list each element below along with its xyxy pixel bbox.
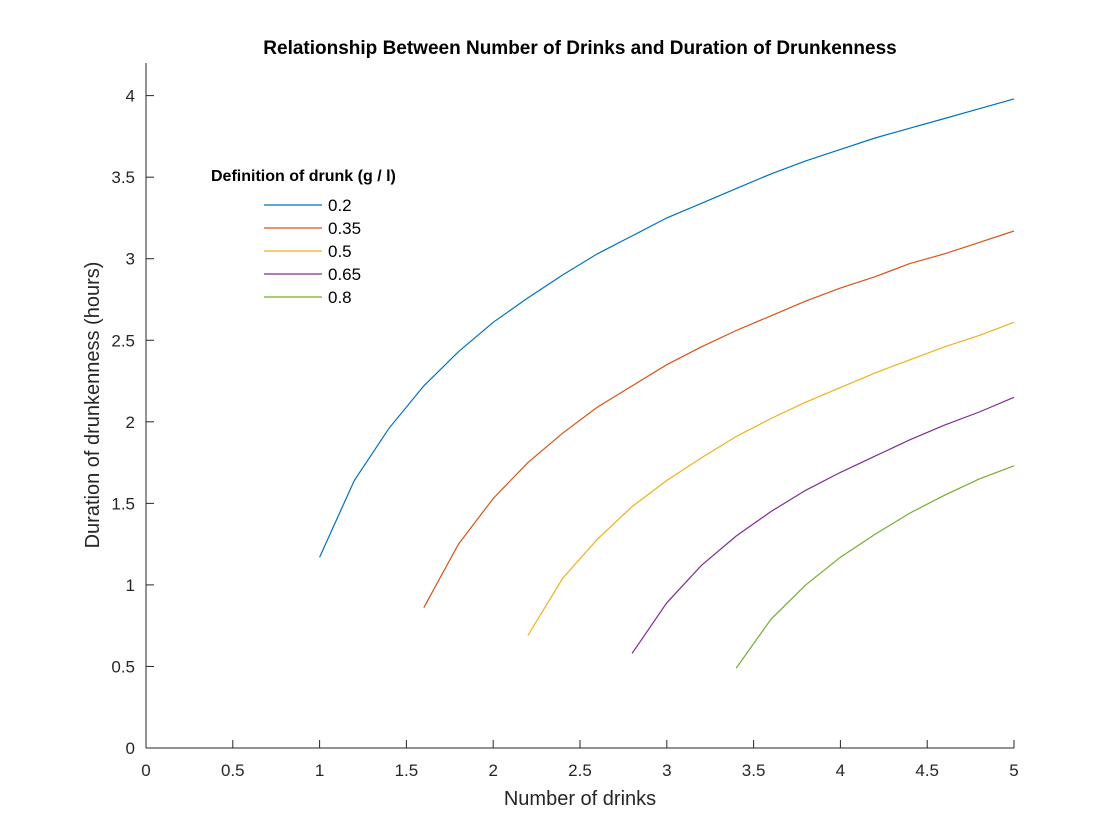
plot-area: 0 0.5 1 1.5 2 2.5 3 3.5 4 4.5 5 0 0.5 1 1.5 2 2.5 3 3.5 4	[111, 63, 1019, 780]
legend: Definition of drunk (g / l) 0.20.350.50.…	[211, 168, 396, 307]
x-tick-label: 3	[662, 761, 671, 780]
legend-label: 0.2	[328, 196, 352, 215]
y-axis-ticks: 0 0.5 1 1.5 2 2.5 3 3.5 4	[111, 87, 154, 758]
x-tick-label: 4.5	[915, 761, 939, 780]
legend-label: 0.5	[328, 242, 352, 261]
series-lines	[319, 98, 1015, 669]
series-line-0-2	[319, 98, 1015, 558]
legend-items: 0.2 0.35 0.5 0.65 0.8	[264, 196, 361, 307]
x-tick-label: 2.5	[568, 761, 592, 780]
series-line-0-5	[527, 321, 1015, 636]
y-tick-label: 0.5	[111, 657, 135, 676]
x-tick-label: 0	[141, 761, 150, 780]
x-tick-label: 1	[315, 761, 324, 780]
x-tick-label: 2	[488, 761, 497, 780]
y-tick-label: 1.5	[111, 494, 135, 513]
y-tick-label: 3.5	[111, 168, 135, 187]
x-tick-label: 4	[836, 761, 845, 780]
y-tick-label: 2.5	[111, 331, 135, 350]
legend-item: 0.2	[264, 196, 352, 215]
series-line-0-8	[735, 465, 1015, 669]
legend-item: 0.35	[264, 219, 361, 238]
legend-title: Definition of drunk (g / l)	[211, 168, 396, 185]
x-tick-label: 3.5	[742, 761, 766, 780]
series-line-0-65	[631, 396, 1015, 654]
x-axis-ticks: 0 0.5 1 1.5 2 2.5 3 3.5 4 4.5 5	[141, 740, 1019, 780]
x-axis-label: Number of drinks	[504, 788, 656, 810]
y-axis-label: Duration of drunkenness (hours)	[82, 262, 104, 549]
series-line-0-35	[423, 230, 1015, 608]
x-tick-label: 1.5	[395, 761, 419, 780]
y-tick-label: 0	[126, 739, 135, 758]
y-tick-label: 4	[126, 87, 135, 106]
legend-item: 0.8	[264, 288, 352, 307]
x-tick-label: 0.5	[221, 761, 245, 780]
legend-label: 0.35	[328, 219, 361, 238]
y-tick-label: 1	[126, 576, 135, 595]
x-tick-label: 5	[1009, 761, 1018, 780]
legend-label: 0.8	[328, 288, 352, 307]
y-tick-label: 2	[126, 413, 135, 432]
legend-item: 0.5	[264, 242, 352, 261]
y-tick-label: 3	[126, 250, 135, 269]
chart-title: Relationship Between Number of Drinks an…	[263, 38, 896, 59]
legend-label: 0.65	[328, 265, 361, 284]
legend-item: 0.65	[264, 265, 361, 284]
